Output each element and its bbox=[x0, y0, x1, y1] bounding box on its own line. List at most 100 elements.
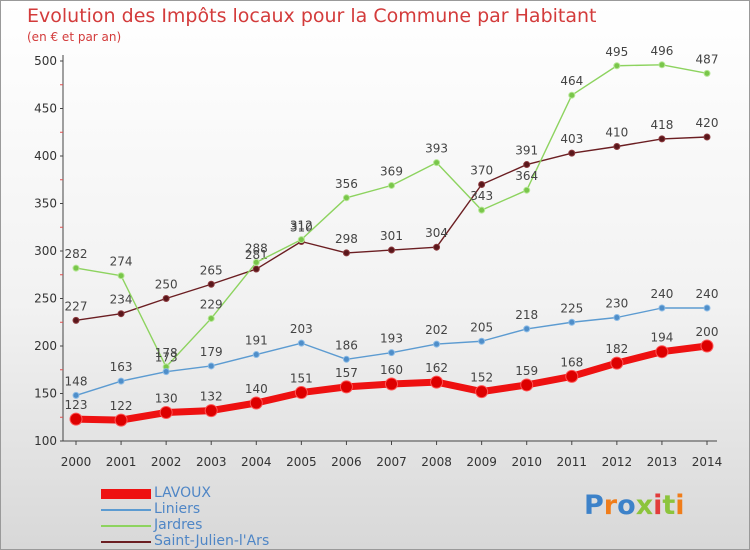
x-tick-label: 2002 bbox=[151, 455, 182, 469]
data-point bbox=[703, 304, 711, 312]
data-point bbox=[204, 404, 218, 418]
data-point bbox=[342, 355, 350, 363]
x-tick-label: 2001 bbox=[106, 455, 137, 469]
data-point bbox=[433, 159, 441, 167]
x-tick-label: 2005 bbox=[286, 455, 317, 469]
x-tick-label: 2010 bbox=[511, 455, 542, 469]
data-point bbox=[568, 91, 576, 99]
data-label: 410 bbox=[605, 126, 628, 140]
data-point bbox=[249, 396, 263, 410]
data-label: 298 bbox=[335, 232, 358, 246]
data-label: 487 bbox=[696, 52, 719, 66]
data-label: 230 bbox=[605, 297, 628, 311]
data-label: 274 bbox=[110, 255, 133, 269]
x-tick-label: 2013 bbox=[647, 455, 678, 469]
data-point bbox=[523, 161, 531, 169]
data-point bbox=[658, 135, 666, 143]
data-point bbox=[478, 337, 486, 345]
data-label: 370 bbox=[470, 164, 493, 178]
data-point bbox=[703, 133, 711, 141]
data-label: 418 bbox=[650, 118, 673, 132]
x-tick-label: 2003 bbox=[196, 455, 227, 469]
data-label: 122 bbox=[110, 399, 133, 413]
data-point bbox=[700, 339, 714, 353]
data-label: 356 bbox=[335, 177, 358, 191]
series-lavoux: 123 122 130 132 140 151 157 160 162 152 159 168 182 1… bbox=[65, 325, 718, 427]
data-label: 310 bbox=[290, 221, 313, 235]
data-label: 227 bbox=[65, 299, 88, 313]
data-label: 132 bbox=[200, 390, 223, 404]
data-point bbox=[433, 243, 441, 251]
y-tick-label: 500 bbox=[34, 54, 57, 68]
data-point bbox=[117, 272, 125, 280]
data-point bbox=[655, 345, 669, 359]
data-label: 496 bbox=[650, 44, 673, 58]
data-point bbox=[568, 149, 576, 157]
data-point bbox=[72, 264, 80, 272]
logo-letter: r bbox=[603, 490, 618, 521]
data-point bbox=[520, 378, 534, 392]
proxiti-logo: Proxiti bbox=[584, 490, 685, 521]
data-point bbox=[565, 369, 579, 383]
data-point bbox=[658, 304, 666, 312]
data-label: 304 bbox=[425, 226, 448, 240]
data-point bbox=[658, 61, 666, 69]
data-label: 160 bbox=[380, 363, 403, 377]
data-label: 420 bbox=[696, 116, 719, 130]
data-point bbox=[568, 318, 576, 326]
data-label: 229 bbox=[200, 297, 223, 311]
data-point bbox=[114, 413, 128, 427]
chart-title: Evolution des Impôts locaux pour la Comm… bbox=[27, 5, 597, 27]
data-point bbox=[117, 310, 125, 318]
data-point bbox=[339, 380, 353, 394]
y-tick-label: 250 bbox=[34, 292, 57, 306]
series-liniers: 148 163 173 179 191 203 186 193 202 205 218 225 230 2… bbox=[65, 287, 719, 399]
data-label: 152 bbox=[470, 371, 493, 385]
legend-swatch bbox=[101, 509, 151, 511]
data-label: 140 bbox=[245, 382, 268, 396]
legend-label: LAVOUX bbox=[154, 485, 211, 501]
data-label: 250 bbox=[155, 278, 178, 292]
logo-letter: t bbox=[662, 490, 676, 521]
data-label: 393 bbox=[425, 142, 448, 156]
data-point bbox=[297, 339, 305, 347]
data-label: 240 bbox=[650, 287, 673, 301]
data-point bbox=[294, 386, 308, 400]
data-label: 193 bbox=[380, 332, 403, 346]
data-point bbox=[207, 362, 215, 370]
data-point bbox=[69, 412, 83, 426]
data-point bbox=[297, 236, 305, 244]
data-point bbox=[385, 377, 398, 391]
y-tick-label: 300 bbox=[34, 244, 57, 258]
data-label: 202 bbox=[425, 323, 448, 337]
y-tick-label: 350 bbox=[34, 197, 57, 211]
data-point bbox=[613, 314, 621, 321]
data-point bbox=[388, 246, 395, 254]
data-label: 159 bbox=[515, 364, 538, 378]
data-point bbox=[523, 325, 531, 333]
legend-label: Jardres bbox=[154, 517, 203, 533]
data-point bbox=[117, 377, 125, 385]
data-label: 157 bbox=[335, 366, 358, 380]
data-point bbox=[342, 194, 350, 202]
legend-label: Saint-Julien-l'Ars bbox=[154, 533, 270, 549]
data-label: 148 bbox=[65, 374, 88, 388]
data-label: 203 bbox=[290, 322, 313, 336]
data-label: 364 bbox=[515, 169, 538, 183]
x-tick-label: 2004 bbox=[241, 455, 272, 469]
data-point bbox=[388, 349, 395, 357]
y-tick-label: 200 bbox=[34, 339, 57, 353]
data-label: 240 bbox=[696, 287, 719, 301]
data-label: 194 bbox=[650, 331, 673, 345]
data-label: 281 bbox=[245, 248, 268, 262]
data-point bbox=[72, 391, 80, 399]
legend-swatch bbox=[101, 489, 151, 499]
logo-letter: i bbox=[675, 490, 685, 521]
data-point bbox=[478, 206, 486, 214]
data-label: 168 bbox=[560, 355, 583, 369]
data-label: 464 bbox=[560, 74, 583, 88]
data-point bbox=[613, 62, 621, 70]
data-label: 312 bbox=[290, 219, 313, 233]
